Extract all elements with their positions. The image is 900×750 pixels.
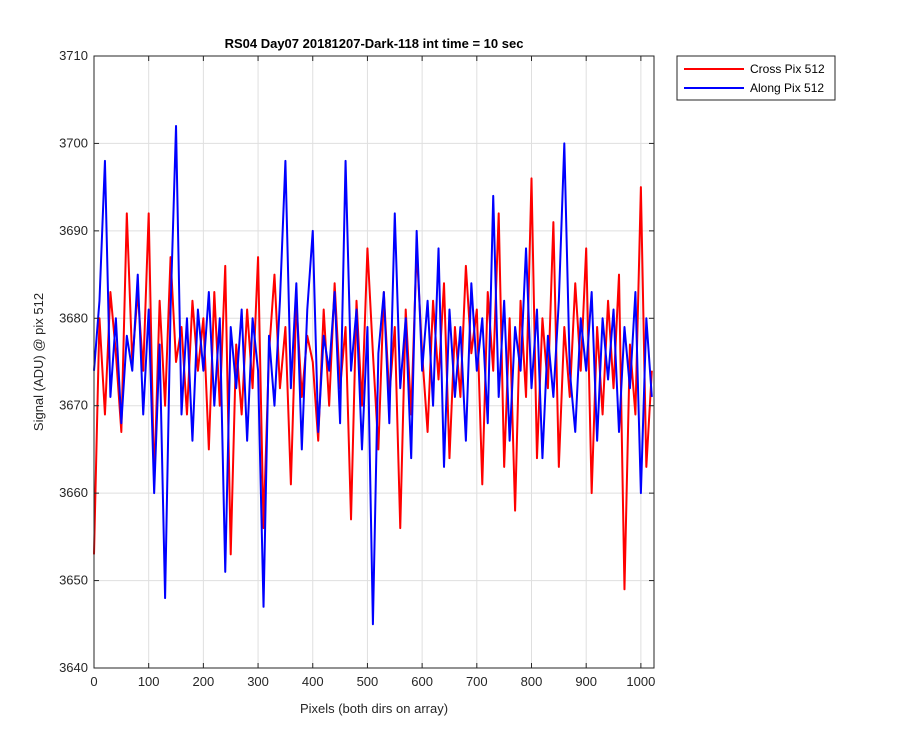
x-tick-label: 1000 bbox=[626, 674, 655, 689]
y-tick-label: 3640 bbox=[59, 660, 88, 675]
series-line-cross-pix-512 bbox=[93, 177, 653, 591]
series-line-along-pix-512 bbox=[93, 124, 653, 626]
chart-title: RS04 Day07 20181207-Dark-118 int time = … bbox=[225, 36, 524, 51]
x-tick-label: 100 bbox=[138, 674, 160, 689]
y-tick-label: 3660 bbox=[59, 485, 88, 500]
y-axis: 3640 3650 3660 3670 3680 3690 3700 3710 bbox=[59, 48, 654, 675]
y-tick-label: 3700 bbox=[59, 135, 88, 150]
legend: Cross Pix 512 Along Pix 512 bbox=[676, 55, 836, 101]
x-axis-label: Pixels (both dirs on array) bbox=[300, 701, 448, 716]
legend-label-along: Along Pix 512 bbox=[750, 81, 824, 95]
x-tick-label: 400 bbox=[302, 674, 324, 689]
x-tick-label: 300 bbox=[247, 674, 269, 689]
x-tick-label: 700 bbox=[466, 674, 488, 689]
y-tick-label: 3690 bbox=[59, 223, 88, 238]
y-axis-label: Signal (ADU) @ pix 512 bbox=[31, 293, 46, 431]
x-tick-label: 600 bbox=[411, 674, 433, 689]
legend-label-cross: Cross Pix 512 bbox=[750, 62, 825, 76]
y-tick-label: 3710 bbox=[59, 48, 88, 63]
y-tick-label: 3650 bbox=[59, 573, 88, 588]
plot-frame bbox=[93, 55, 655, 669]
y-tick-label: 3670 bbox=[59, 398, 88, 413]
x-axis: 0 100 200 300 400 500 600 700 800 900 1000 bbox=[90, 56, 655, 689]
x-tick-label: 900 bbox=[575, 674, 597, 689]
y-tick-label: 3680 bbox=[59, 310, 88, 325]
x-tick-label: 200 bbox=[193, 674, 215, 689]
series-layer bbox=[93, 124, 653, 626]
legend-box bbox=[676, 55, 836, 101]
x-tick-label: 500 bbox=[357, 674, 379, 689]
x-tick-label: 0 bbox=[90, 674, 97, 689]
x-tick-label: 800 bbox=[521, 674, 543, 689]
